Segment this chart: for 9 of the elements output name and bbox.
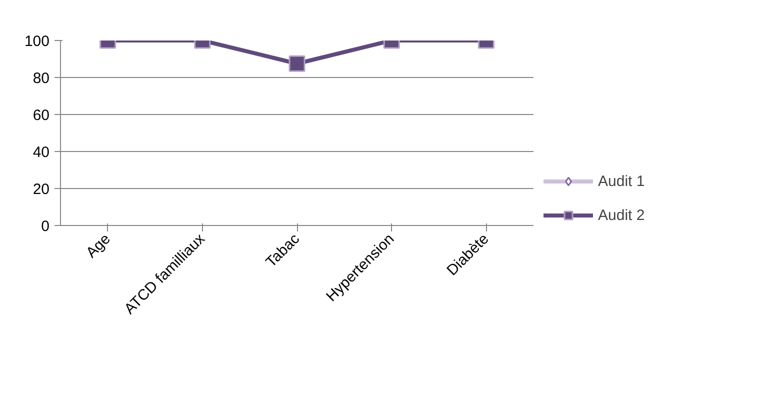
y-tick-label: 60 [32,107,50,124]
legend-label: Audit 2 [598,206,645,224]
legend-label: Audit 1 [598,172,645,190]
y-tick-label: 20 [32,181,50,198]
x-tick-label: Age [82,230,114,262]
y-tick-label: 80 [32,70,50,87]
y-tick-label: 0 [41,218,50,235]
y-tick-label: 100 [24,33,50,50]
y-tick-label: 40 [32,144,50,161]
